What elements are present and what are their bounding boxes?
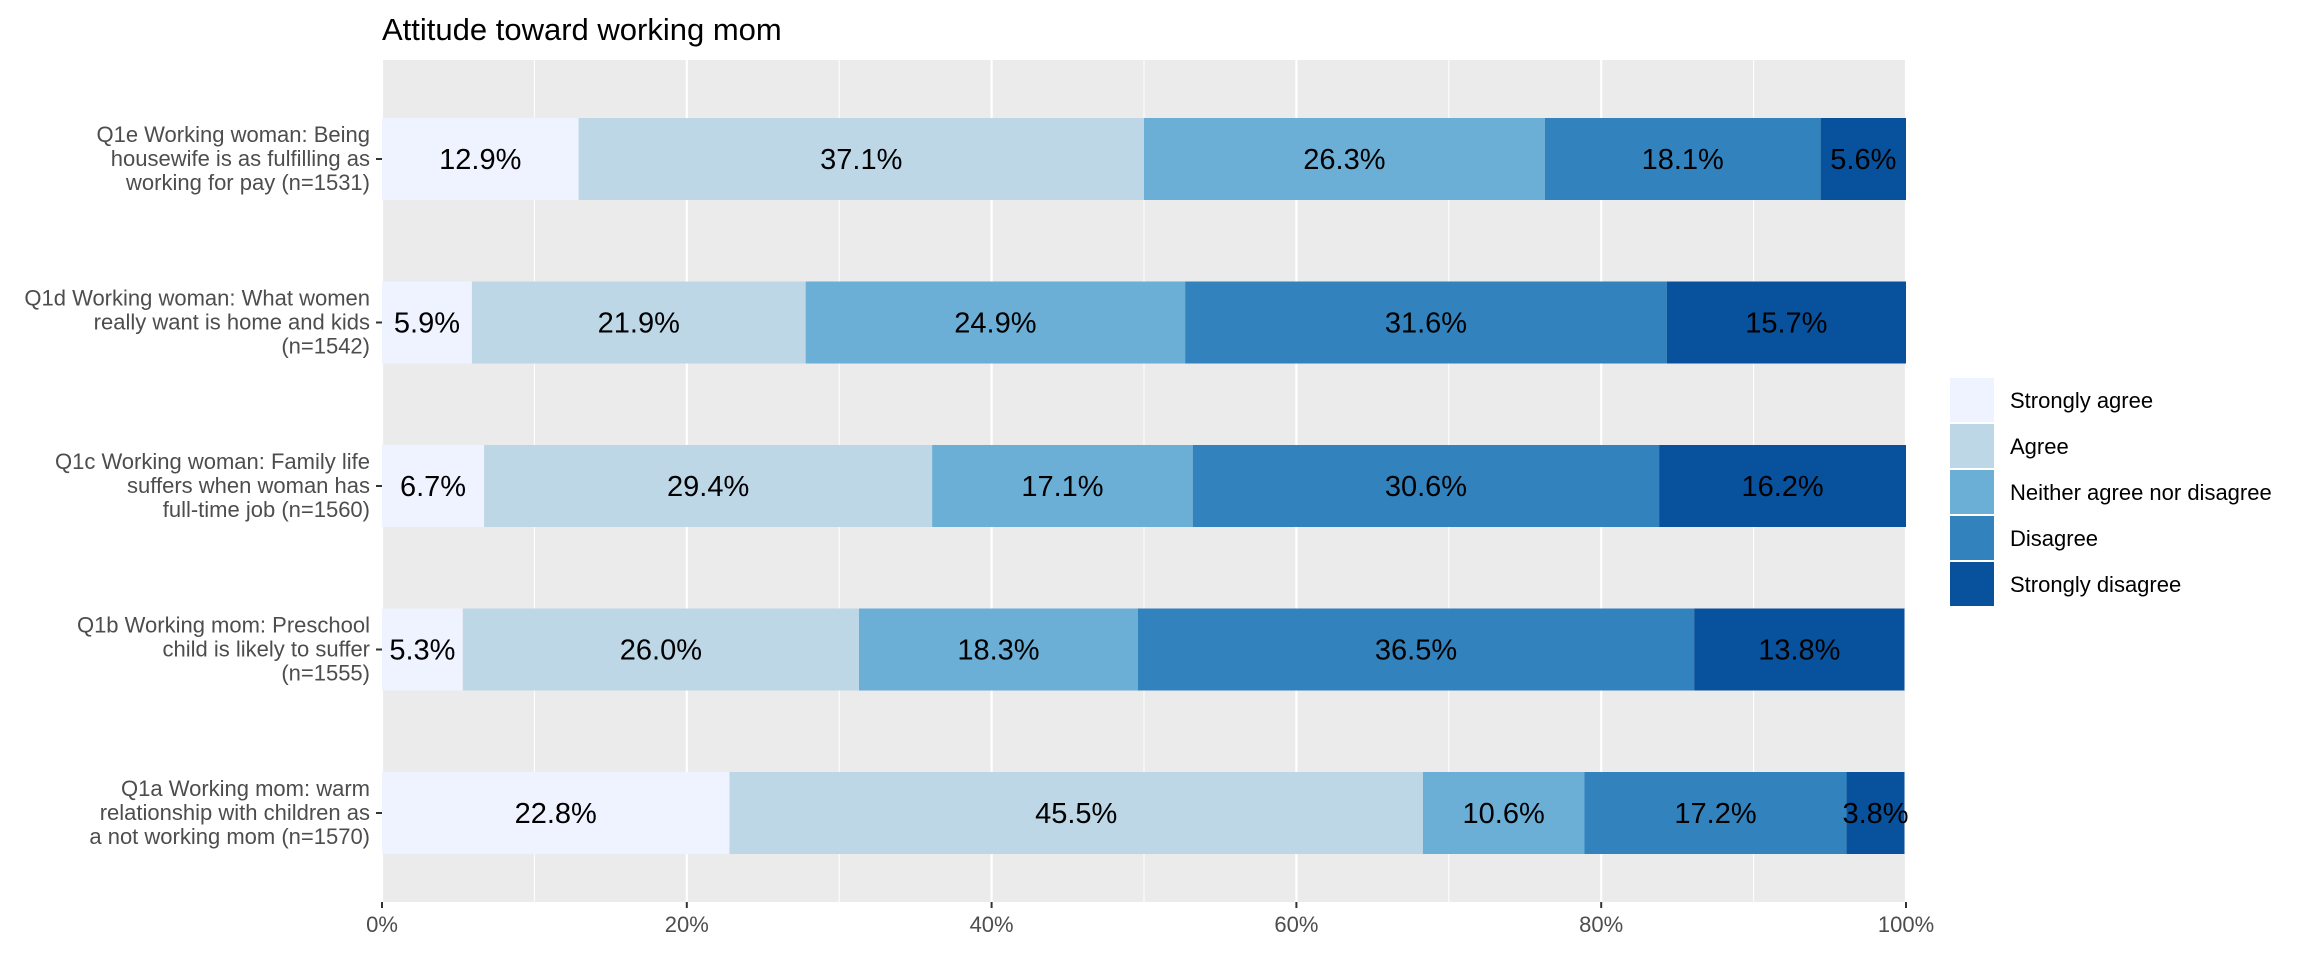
data-label: 18.3% <box>957 635 1039 667</box>
y-tick-label: Q1a Working mom: warm relationship with c… <box>89 776 370 849</box>
bar-segment <box>382 772 730 854</box>
bar-segment <box>382 118 579 200</box>
data-label: 3.8% <box>1842 798 1908 830</box>
data-label: 24.9% <box>954 308 1036 340</box>
legend-label: Strongly agree <box>2010 388 2153 413</box>
bar-segment <box>1192 445 1660 527</box>
bar-segment <box>932 445 1193 527</box>
legend-key <box>1950 562 1994 606</box>
bar-segment <box>578 118 1144 200</box>
bar-segment <box>1137 608 1695 691</box>
legend-label: Neither agree nor disagree <box>2010 480 2272 505</box>
data-label: 22.8% <box>515 798 597 830</box>
data-label: 12.9% <box>439 144 521 176</box>
y-tick-label: Q1c Working woman: Family life suffers wh… <box>55 449 370 522</box>
bar-segment <box>484 445 933 527</box>
data-label: 45.5% <box>1035 798 1117 830</box>
data-labels: 12.9% 37.1% 26.3% 18.1% 5.6% 5.9% 21.9% 24.9% 31… <box>389 144 1908 830</box>
bar-segment <box>1544 118 1821 200</box>
bar-segment <box>1820 118 1906 200</box>
data-label: 6.7% <box>400 471 466 503</box>
x-tick-label: 100% <box>1878 912 1934 937</box>
legend-label: Disagree <box>2010 526 2098 551</box>
legend-key <box>1950 470 1994 514</box>
legend-key <box>1950 424 1994 468</box>
legend-label: Strongly disagree <box>2010 572 2181 597</box>
bar-segment <box>471 281 806 364</box>
bar-segment <box>382 608 463 691</box>
bar-segment <box>382 445 485 527</box>
data-label: 26.0% <box>620 635 702 667</box>
x-tick-label: 20% <box>665 912 709 937</box>
data-label: 30.6% <box>1385 471 1467 503</box>
x-tick-label: 80% <box>1579 912 1623 937</box>
y-tick-label: Q1b Working mom: Preschool child is likel… <box>77 613 370 686</box>
bars <box>382 118 1906 854</box>
bar-segment <box>859 608 1138 691</box>
data-label: 16.2% <box>1741 471 1823 503</box>
legend-label: Agree <box>2010 434 2069 459</box>
bar-segment <box>1666 281 1906 364</box>
data-label: 29.4% <box>667 471 749 503</box>
data-label: 31.6% <box>1385 308 1467 340</box>
data-label: 5.9% <box>394 308 460 340</box>
legend-key <box>1950 378 1994 422</box>
data-label: 26.3% <box>1303 144 1385 176</box>
data-label: 36.5% <box>1375 635 1457 667</box>
y-tick-label: Q1e Working woman: Being housewife is as … <box>96 122 370 195</box>
bar-segment <box>1584 772 1847 854</box>
x-tick-label: 0% <box>366 912 398 937</box>
data-label: 17.1% <box>1021 471 1103 503</box>
data-label: 5.3% <box>389 635 455 667</box>
data-label: 13.8% <box>1758 635 1840 667</box>
data-label: 37.1% <box>820 144 902 176</box>
bar-segment <box>462 608 860 691</box>
bar-segment <box>805 281 1186 364</box>
bar-segment <box>729 772 1423 854</box>
bar-segment <box>1422 772 1585 854</box>
bar-segment <box>1144 118 1545 200</box>
y-axis: Q1e Working woman: Being housewife is as … <box>24 122 382 849</box>
x-tick-label: 40% <box>970 912 1014 937</box>
y-tick-label: Q1d Working woman: What women really want… <box>24 286 370 359</box>
data-label: 21.9% <box>598 308 680 340</box>
bar-segment <box>382 281 472 364</box>
legend-key <box>1950 516 1994 560</box>
bar-segment <box>1846 772 1905 854</box>
data-label: 10.6% <box>1463 798 1545 830</box>
x-tick-label: 60% <box>1274 912 1318 937</box>
legend: Strongly agree Agree Neither agree nor dis… <box>1950 378 2272 606</box>
x-axis: 0% 20% 40% 60% 80% 100% <box>366 902 1934 937</box>
data-label: 5.6% <box>1830 144 1896 176</box>
data-label: 18.1% <box>1642 144 1724 176</box>
bar-segment <box>1659 445 1906 527</box>
data-label: 15.7% <box>1745 308 1827 340</box>
chart-title: Attitude toward working mom <box>382 12 782 47</box>
bar-segment <box>1185 281 1667 364</box>
data-label: 17.2% <box>1674 798 1756 830</box>
bar-segment <box>1694 608 1905 691</box>
